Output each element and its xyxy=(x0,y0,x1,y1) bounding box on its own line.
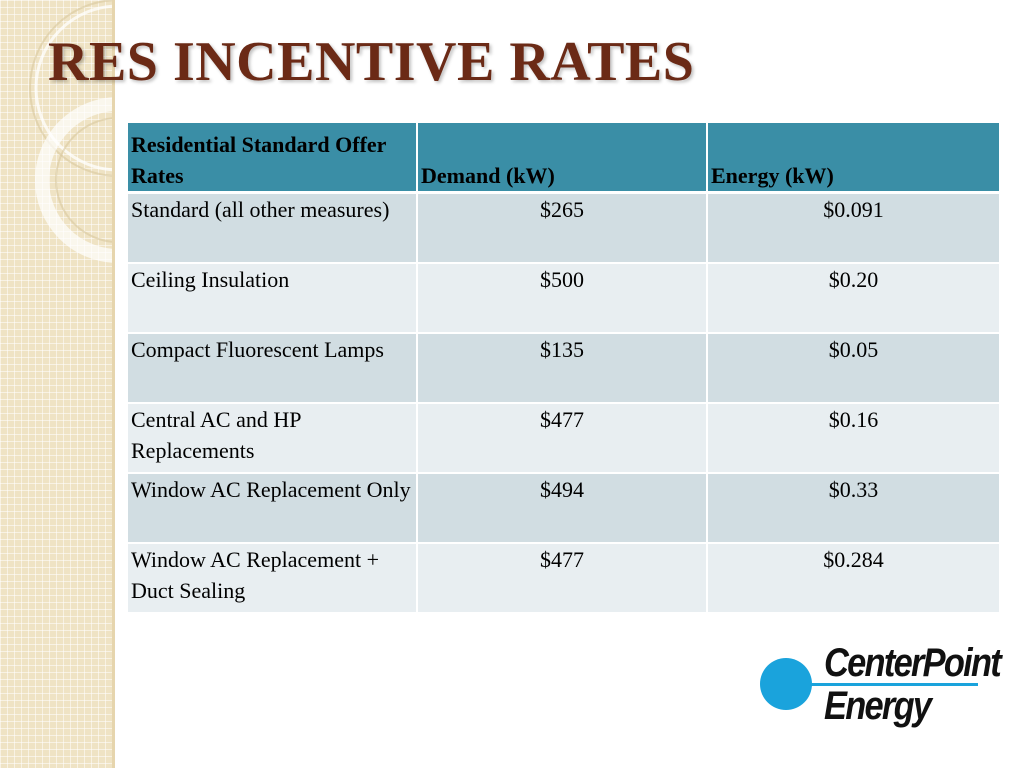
measure-cell: Window AC Replacement Only xyxy=(128,473,418,544)
slide-title: RES INCENTIVE RATES xyxy=(48,31,695,93)
energy-cell: $0.20 xyxy=(707,263,999,334)
header-measure: Residential Standard Offer Rates xyxy=(128,123,418,194)
demand-cell: $265 xyxy=(417,192,708,264)
table-row: Standard (all other measures) $265 $0.09… xyxy=(128,192,999,264)
demand-cell: $494 xyxy=(417,473,708,544)
demand-cell: $135 xyxy=(417,333,708,404)
logo-line2: Energy xyxy=(824,684,932,728)
centerpoint-energy-logo: CenterPoint Energy xyxy=(758,638,1014,738)
measure-cell: Standard (all other measures) xyxy=(128,192,418,264)
logo-wordmark: CenterPoint Energy xyxy=(824,641,1002,728)
energy-cell: $0.16 xyxy=(707,403,999,474)
table-row: Window AC Replacement + Duct Sealing $47… xyxy=(128,543,999,614)
energy-cell: $0.05 xyxy=(707,333,999,404)
demand-cell: $500 xyxy=(417,263,708,334)
logo-line1: CenterPoint xyxy=(824,641,1002,685)
decorative-side-band xyxy=(0,0,112,768)
energy-cell: $0.33 xyxy=(707,473,999,544)
measure-cell: Central AC and HP Replacements xyxy=(128,403,418,474)
header-energy: Energy (kW) xyxy=(707,123,999,194)
table-row: Window AC Replacement Only $494 $0.33 xyxy=(128,473,999,544)
measure-cell: Compact Fluorescent Lamps xyxy=(128,333,418,404)
demand-cell: $477 xyxy=(417,543,708,614)
measure-cell: Ceiling Insulation xyxy=(128,263,418,334)
table-row: Ceiling Insulation $500 $0.20 xyxy=(128,263,999,334)
table-row: Compact Fluorescent Lamps $135 $0.05 xyxy=(128,333,999,404)
energy-cell: $0.091 xyxy=(707,192,999,264)
header-demand: Demand (kW) xyxy=(417,123,708,194)
demand-cell: $477 xyxy=(417,403,708,474)
logo-line xyxy=(788,683,978,686)
energy-cell: $0.284 xyxy=(707,543,999,614)
decorative-circles xyxy=(29,0,112,263)
table-row: Central AC and HP Replacements $477 $0.1… xyxy=(128,403,999,474)
incentive-rates-table: Residential Standard Offer Rates Demand … xyxy=(128,123,999,614)
side-band-edge xyxy=(112,0,115,768)
measure-cell: Window AC Replacement + Duct Sealing xyxy=(128,543,418,614)
table-header-row: Residential Standard Offer Rates Demand … xyxy=(128,123,999,194)
